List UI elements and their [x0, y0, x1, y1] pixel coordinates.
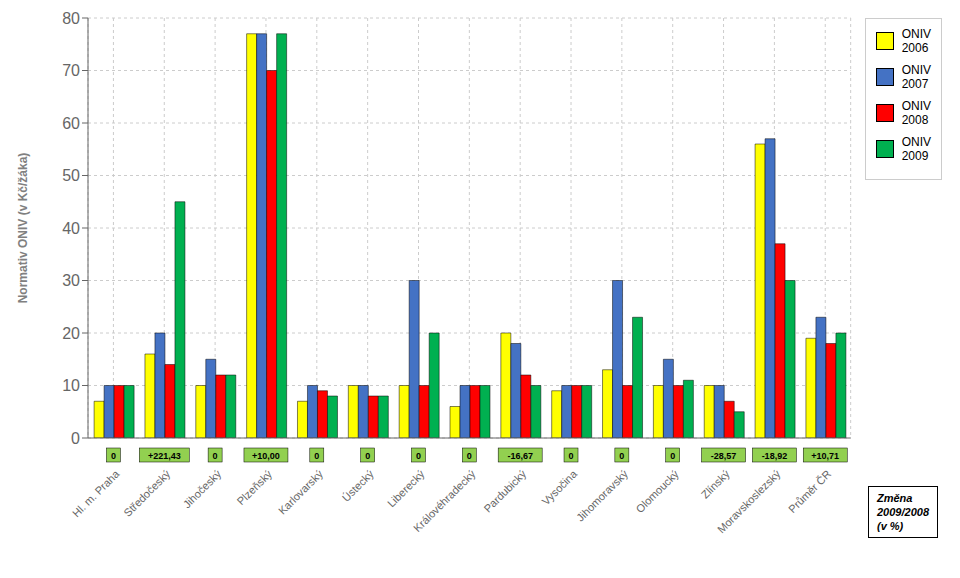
svg-text:0: 0 — [71, 430, 80, 447]
svg-text:-28,57: -28,57 — [711, 451, 737, 461]
svg-text:+10,71: +10,71 — [811, 451, 839, 461]
svg-text:+221,43: +221,43 — [148, 451, 181, 461]
svg-text:50: 50 — [62, 167, 80, 184]
svg-text:0: 0 — [314, 451, 319, 461]
svg-text:10: 10 — [62, 377, 80, 394]
svg-text:70: 70 — [62, 62, 80, 79]
html-text:ONIV 2007: ONIV 2007 — [901, 63, 931, 91]
svg-text:0: 0 — [365, 451, 370, 461]
svg-text:Plzeňský: Plzeňský — [234, 467, 274, 507]
svg-text:Jihomoravský: Jihomoravský — [574, 467, 630, 523]
svg-text:Liberecký: Liberecký — [385, 467, 427, 509]
svg-text:40: 40 — [62, 220, 80, 237]
svg-text:Vysočina: Vysočina — [539, 467, 579, 507]
svg-text:-16,67: -16,67 — [507, 451, 533, 461]
svg-text:Moravskoslezský: Moravskoslezský — [715, 467, 783, 535]
svg-text:60: 60 — [62, 115, 80, 132]
svg-text:80: 80 — [62, 10, 80, 27]
svg-text:0: 0 — [619, 451, 624, 461]
svg-text:20: 20 — [62, 325, 80, 342]
svg-text:-18,92: -18,92 — [762, 451, 788, 461]
html-text:ONIV 2006: ONIV 2006 — [901, 27, 931, 55]
svg-text:Hl. m. Praha: Hl. m. Praha — [70, 467, 122, 519]
svg-text:0: 0 — [213, 451, 218, 461]
html-text:Změna 2009/2008 (v %): Změna 2009/2008 (v %) — [877, 492, 929, 532]
svg-text:Ústecký: Ústecký — [340, 467, 376, 503]
svg-text:0: 0 — [569, 451, 574, 461]
html-text:ONIV 2008: ONIV 2008 — [901, 99, 931, 127]
svg-text:Pardubický: Pardubický — [481, 467, 528, 514]
svg-text:Průměr ČR: Průměr ČR — [786, 468, 833, 515]
svg-text:0: 0 — [416, 451, 421, 461]
svg-text:Karlovarský: Karlovarský — [276, 467, 325, 516]
svg-text:Středočeský: Středočeský — [121, 467, 173, 519]
svg-text:Královéhradecký: Královéhradecký — [411, 467, 478, 534]
svg-text:Zlínský: Zlínský — [699, 467, 732, 500]
svg-text:0: 0 — [670, 451, 675, 461]
svg-text:Olomoucký: Olomoucký — [633, 467, 681, 515]
svg-text:0: 0 — [111, 451, 116, 461]
svg-text:+10,00: +10,00 — [252, 451, 280, 461]
html-text:ONIV 2009: ONIV 2009 — [901, 135, 931, 163]
svg-text:Jihočeský: Jihočeský — [181, 467, 224, 510]
svg-text:30: 30 — [62, 272, 80, 289]
svg-text:0: 0 — [467, 451, 472, 461]
svg-text:Normativ ONIV (v Kč/žáka): Normativ ONIV (v Kč/žáka) — [16, 153, 30, 304]
